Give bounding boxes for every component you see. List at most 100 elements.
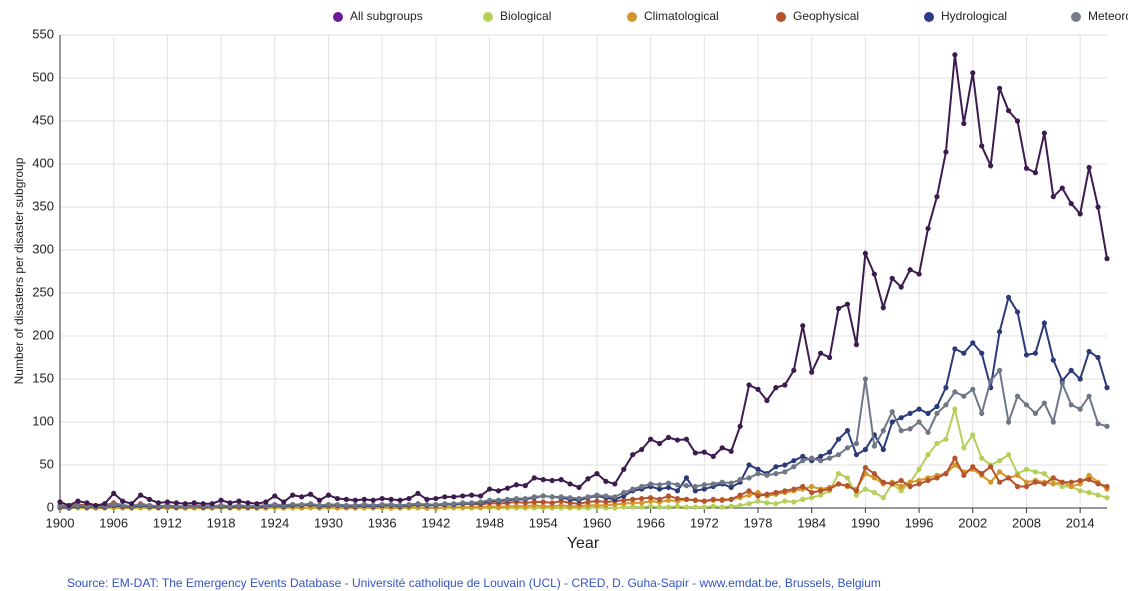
data-point: [164, 499, 170, 505]
data-point: [674, 482, 681, 488]
legend-marker: [1071, 12, 1081, 22]
data-point: [889, 409, 895, 415]
series-line: [59, 294, 1108, 510]
data-point: [1032, 469, 1039, 475]
data-point: [674, 503, 681, 509]
data-point: [513, 495, 519, 502]
data-point: [111, 490, 117, 496]
data-point: [764, 491, 770, 497]
data-point: [1014, 483, 1021, 490]
data-point: [755, 471, 761, 477]
data-point: [961, 120, 967, 127]
y-tick-label: 150: [32, 370, 54, 385]
data-point: [952, 52, 958, 58]
data-point: [1086, 164, 1092, 171]
data-point: [218, 502, 224, 509]
data-point: [710, 503, 716, 509]
data-point: [621, 489, 627, 496]
data-point: [486, 486, 493, 492]
data-point: [961, 393, 967, 399]
data-point: [737, 477, 743, 483]
data-point: [182, 501, 188, 507]
data-point: [988, 378, 994, 384]
data-point: [728, 480, 734, 486]
data-point: [853, 452, 860, 458]
data-point: [656, 486, 663, 492]
x-tick-label: 1954: [529, 515, 558, 530]
data-point: [710, 453, 716, 459]
data-point: [943, 436, 949, 442]
data-point: [674, 495, 681, 502]
data-point: [164, 503, 170, 509]
legend-label: All subgroups: [350, 9, 423, 23]
data-point: [236, 498, 242, 504]
data-point: [1023, 402, 1030, 408]
data-point: [477, 499, 484, 505]
data-point: [102, 501, 108, 507]
data-point: [57, 499, 63, 505]
x-tick-label: 1906: [99, 515, 128, 530]
data-point: [1086, 489, 1092, 496]
data-point: [639, 483, 645, 490]
data-point: [880, 446, 886, 453]
data-point: [853, 488, 860, 494]
data-point: [979, 143, 985, 149]
data-point: [558, 502, 564, 509]
data-point: [997, 479, 1003, 485]
data-point: [1095, 354, 1101, 361]
data-point: [692, 488, 698, 494]
data-point: [889, 275, 895, 281]
legend-label: Biological: [500, 9, 551, 23]
data-point: [997, 329, 1003, 335]
data-point: [764, 397, 770, 404]
y-tick-label: 450: [32, 112, 54, 127]
data-point: [236, 502, 242, 509]
data-point: [970, 70, 976, 76]
data-point: [469, 492, 475, 498]
data-point: [1014, 118, 1021, 124]
data-point: [477, 493, 484, 499]
data-point: [272, 493, 278, 499]
data-point: [299, 501, 305, 508]
legend-marker: [483, 12, 493, 22]
data-point: [925, 225, 931, 232]
data-point: [1104, 385, 1110, 391]
data-point: [880, 305, 886, 311]
data-point: [835, 305, 842, 312]
data-point: [1077, 477, 1083, 484]
data-point: [809, 495, 815, 501]
data-point: [997, 367, 1003, 373]
data-point: [254, 501, 260, 507]
data-point: [361, 501, 367, 508]
series-line: [59, 368, 1108, 509]
data-point: [782, 469, 788, 475]
data-point: [970, 386, 976, 392]
data-point: [701, 482, 707, 488]
y-tick-label: 250: [32, 284, 54, 299]
data-point: [791, 486, 797, 492]
data-point: [755, 498, 761, 504]
data-point: [692, 450, 698, 456]
data-point: [719, 504, 725, 510]
data-point: [1068, 483, 1074, 490]
data-point: [898, 428, 904, 434]
data-point: [1050, 419, 1056, 425]
y-axis-label: Number of disasters per disaster subgrou…: [12, 157, 26, 384]
data-point: [916, 466, 922, 472]
data-point: [665, 497, 672, 503]
data-point: [272, 501, 278, 508]
data-point: [1005, 294, 1012, 300]
legend-marker: [924, 12, 934, 22]
data-point: [585, 499, 591, 505]
data-point: [111, 501, 117, 508]
data-point: [442, 494, 448, 500]
data-point: [862, 464, 868, 471]
data-point: [603, 493, 609, 499]
data-point: [1059, 483, 1065, 490]
data-point: [594, 492, 600, 498]
data-point: [674, 488, 681, 494]
data-point: [862, 250, 868, 257]
data-point: [701, 449, 707, 455]
x-tick-label: 1930: [314, 515, 343, 530]
data-point: [961, 472, 967, 478]
